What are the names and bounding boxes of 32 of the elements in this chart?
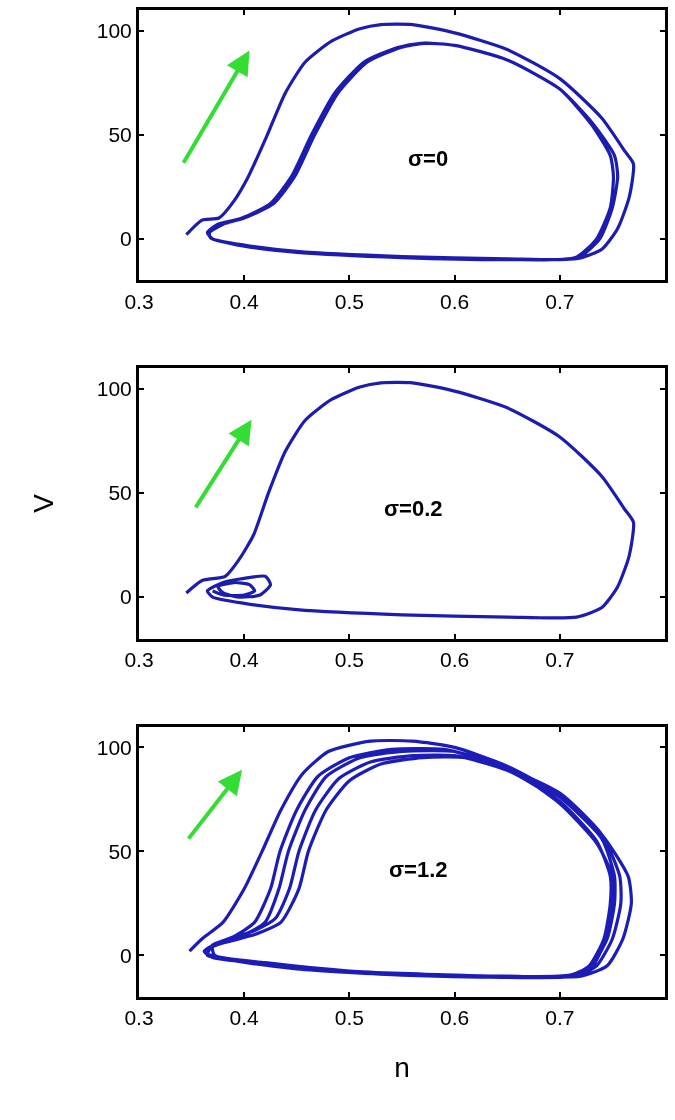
x-axis-title: n <box>394 1052 410 1084</box>
x-tick-label: 0.3 <box>124 647 154 671</box>
x-tick-label: 0.6 <box>440 1006 470 1030</box>
x-tick-label: 0.7 <box>545 289 575 313</box>
y-tick-label: 0 <box>120 943 132 967</box>
x-tick-label: 0.4 <box>229 647 260 671</box>
x-tick-label: 0.3 <box>124 1006 154 1030</box>
y-tick-label: 50 <box>108 839 132 863</box>
line-series <box>187 738 633 980</box>
x-tick-label: 0.5 <box>334 289 364 313</box>
y-tick-label: 50 <box>108 123 132 147</box>
x-tick-label: 0.6 <box>440 289 470 313</box>
y-tick-label: 50 <box>108 481 132 505</box>
x-tick-label: 0.3 <box>124 289 154 313</box>
x-tick-label: 0.4 <box>229 289 260 313</box>
line-series <box>184 22 636 262</box>
x-tick-label: 0.7 <box>545 1006 575 1030</box>
y-tick-label: 0 <box>120 227 132 251</box>
y-tick-label: 0 <box>120 585 132 609</box>
y-tick-label: 100 <box>96 377 132 401</box>
annotation: σ=0.2 <box>384 496 443 521</box>
annotation: σ=0 <box>408 146 449 171</box>
x-tick-label: 0.5 <box>334 647 364 671</box>
y-axis-title: V <box>28 493 60 513</box>
line-series <box>184 380 636 620</box>
x-tick-label: 0.6 <box>440 647 470 671</box>
y-tick-label: 100 <box>96 735 132 759</box>
annotation: σ=1.2 <box>389 857 448 882</box>
x-tick-label: 0.5 <box>334 1006 364 1030</box>
x-tick-label: 0.7 <box>545 647 575 671</box>
x-tick-label: 0.4 <box>229 1006 260 1030</box>
y-tick-label: 100 <box>96 19 132 43</box>
